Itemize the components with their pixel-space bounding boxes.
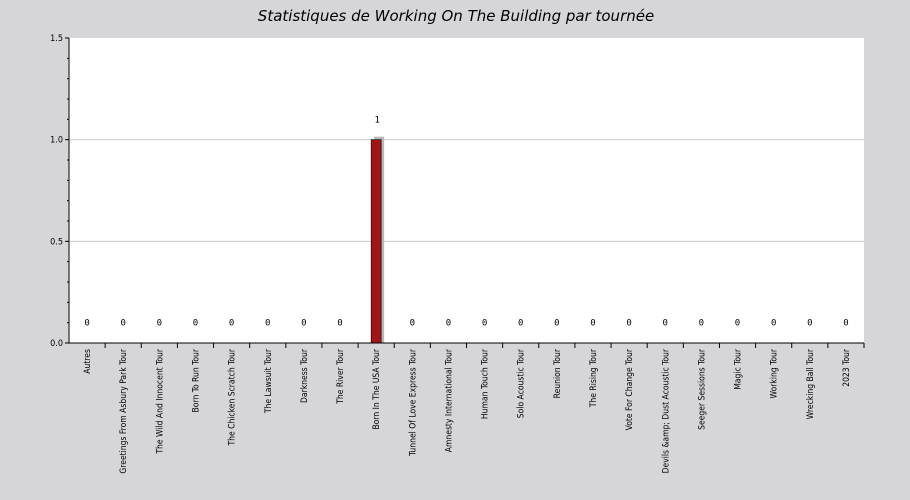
data-label: 0: [843, 319, 848, 329]
data-label: 0: [120, 319, 125, 329]
data-labels: 0 0 0 0 0 0 0 0 1 0 0 0 0 0 0 0 0 0 0 0 0 0: [84, 116, 848, 329]
x-category-label: Magic Tour: [734, 348, 744, 390]
x-category-label: Devils &amp; Dust Acoustic Tour: [661, 348, 671, 473]
x-category-label: The Wild And Innocent Tour: [155, 348, 165, 454]
x-category-label: The Chicken Scratch Tour: [228, 348, 238, 446]
x-category-label: Darkness Tour: [300, 348, 310, 403]
y-tick-label: 0.0: [50, 339, 63, 349]
x-category-label: Greetings From Asbury Park Tour: [119, 348, 129, 473]
x-category-label: Born To Run Tour: [191, 348, 201, 412]
x-category-label: Tunnel Of Love Express Tour: [408, 348, 418, 457]
data-label: 0: [626, 319, 631, 329]
y-tick-label: 1.0: [50, 136, 63, 146]
data-label: 0: [84, 319, 89, 329]
data-label: 0: [193, 319, 198, 329]
plot-area: [69, 38, 864, 343]
x-category-label: Wrecking Ball Tour: [806, 348, 816, 419]
data-label: 1: [374, 116, 379, 126]
x-category-label: Seeger Sessions Tour: [697, 348, 707, 430]
data-label: 0: [807, 319, 812, 329]
data-label: 0: [410, 319, 415, 329]
x-category-label: Solo Acoustic Tour: [517, 348, 527, 418]
bars: [370, 136, 385, 344]
chart-title: Statistiques de Working On The Building …: [258, 7, 654, 25]
x-category-label: Reunion Tour: [553, 348, 563, 398]
y-tick-label: 0.5: [50, 237, 63, 247]
x-category-label: Amnesty International Tour: [444, 348, 454, 452]
data-label: 0: [301, 319, 306, 329]
data-label: 0: [771, 319, 776, 329]
data-label: 0: [663, 319, 668, 329]
x-category-label: Working Tour: [770, 348, 780, 398]
x-category-label: Human Touch Tour: [481, 348, 491, 419]
grid-lines: [69, 139, 864, 242]
data-label: 0: [446, 319, 451, 329]
bar: [370, 139, 382, 344]
data-label: 0: [699, 319, 704, 329]
data-label: 0: [157, 319, 162, 329]
data-label: 0: [337, 319, 342, 329]
x-category-label: The River Tour: [336, 348, 346, 405]
y-axis: 0.0 0.5 1.0 1.5: [50, 34, 70, 349]
data-label: 0: [735, 319, 740, 329]
x-category-label: Autres: [83, 349, 93, 374]
data-label: 0: [482, 319, 487, 329]
data-label: 0: [265, 319, 270, 329]
data-label: 0: [590, 319, 595, 329]
data-label: 0: [518, 319, 523, 329]
x-category-label: The Rising Tour: [589, 348, 599, 408]
x-axis: Autres Greetings From Asbury Park Tour The…: [69, 342, 865, 474]
x-category-label: Born In The USA Tour: [372, 348, 382, 429]
data-label: 0: [554, 319, 559, 329]
x-category-label: 2023 Tour: [842, 348, 852, 387]
y-tick-label: 1.5: [50, 34, 63, 44]
x-category-label: Vote For Change Tour: [625, 348, 635, 430]
x-category-label: The Lawsuit Tour: [264, 348, 274, 414]
data-label: 0: [229, 319, 234, 329]
